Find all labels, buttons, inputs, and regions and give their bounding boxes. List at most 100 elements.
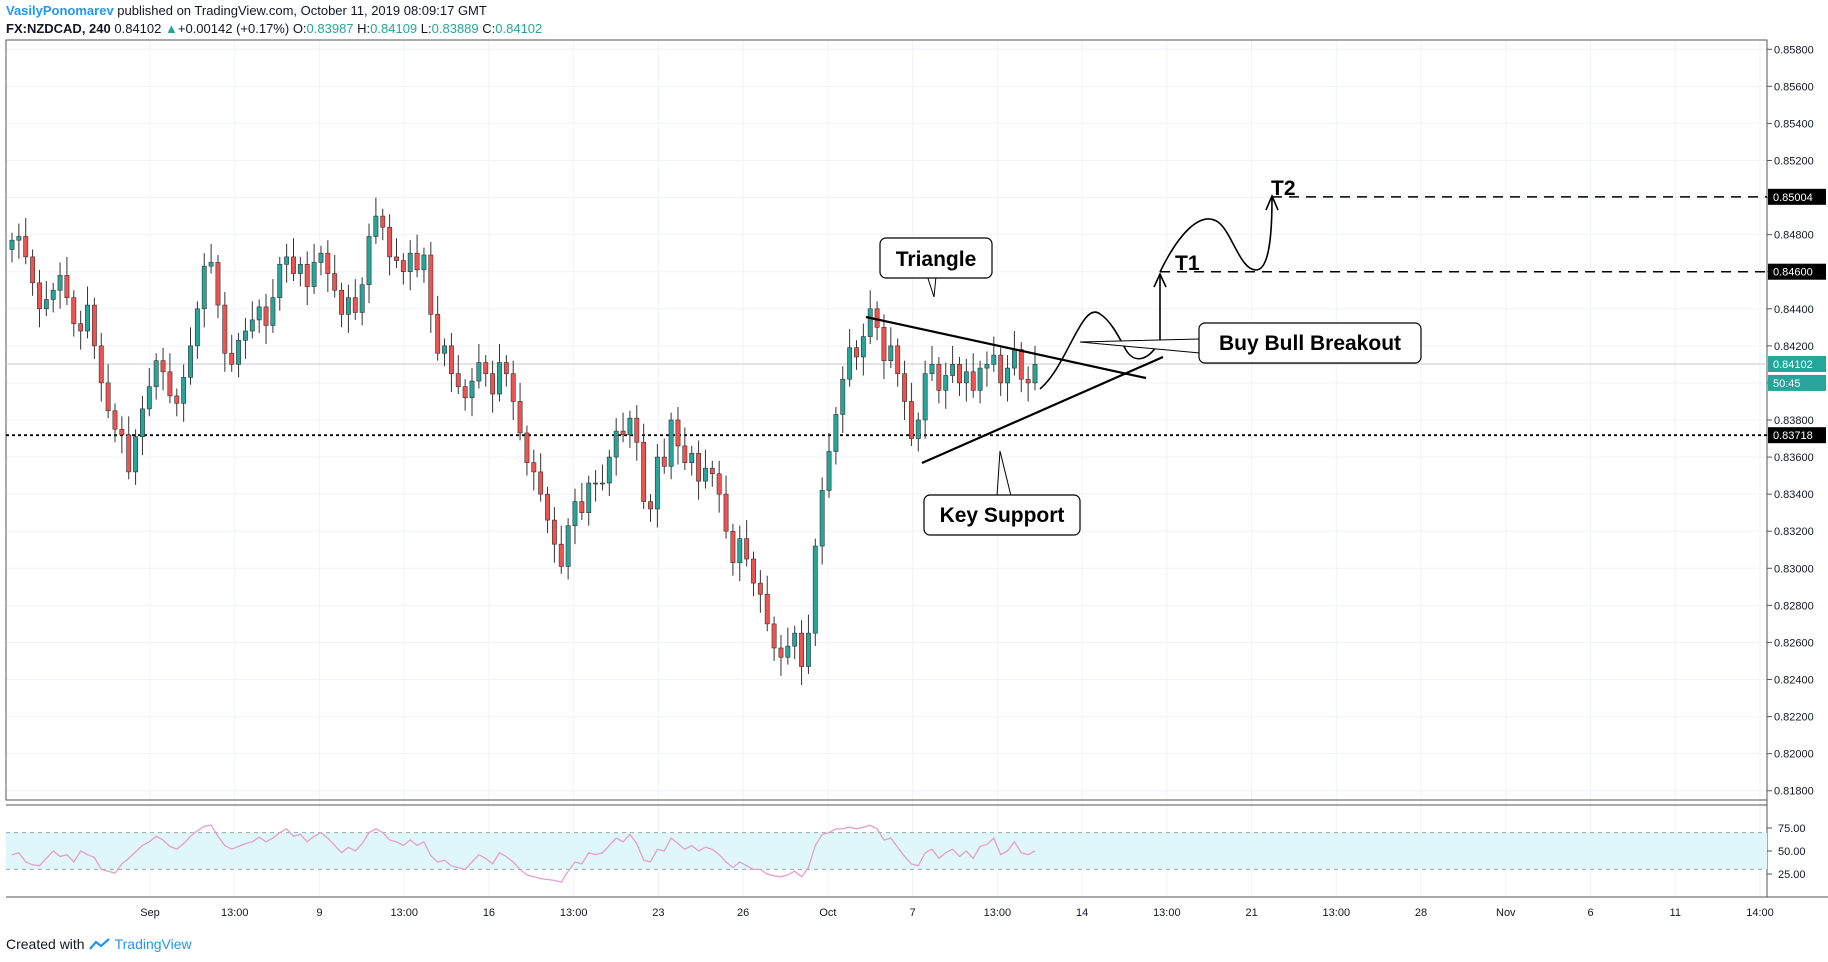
candle-body bbox=[682, 445, 688, 463]
candle-body bbox=[881, 327, 887, 361]
rsi-axis[interactable]: 75.00 50.00 25.00 bbox=[1767, 823, 1806, 881]
candle-body bbox=[696, 453, 702, 482]
candle-body bbox=[16, 236, 22, 241]
candle-body bbox=[792, 632, 798, 647]
price-tick-label: 0.85600 bbox=[1774, 81, 1814, 93]
candle-body bbox=[943, 375, 949, 391]
candle-body bbox=[133, 436, 139, 473]
t1-label: T1 bbox=[1175, 252, 1200, 275]
candle-body bbox=[249, 319, 255, 332]
candle-body bbox=[606, 456, 612, 484]
candle-body bbox=[689, 453, 695, 463]
close-value: 0.84102 bbox=[495, 21, 543, 36]
last-price: 0.84102 bbox=[114, 21, 162, 36]
candle-body bbox=[387, 226, 393, 258]
candle-body bbox=[339, 289, 344, 315]
time-tick-label: 13:00 bbox=[560, 907, 588, 919]
candle-body bbox=[30, 256, 36, 284]
candle-body bbox=[902, 373, 907, 402]
price-axis-label-box bbox=[1768, 427, 1826, 444]
author-link[interactable]: VasilyPonomarev bbox=[6, 3, 114, 18]
candle-body bbox=[270, 297, 276, 326]
time-tick-label: Oct bbox=[819, 907, 836, 919]
candle-body bbox=[524, 432, 530, 463]
candle-body bbox=[318, 252, 324, 263]
support-callout[interactable] bbox=[923, 494, 1081, 536]
chart-area[interactable]: Triangle Buy Bull Breakout Key Support T… bbox=[0, 0, 1828, 930]
candle-body bbox=[860, 336, 866, 358]
low-label: L: bbox=[420, 21, 432, 36]
candle-body bbox=[558, 543, 564, 567]
candle-body bbox=[236, 339, 241, 365]
candle-body bbox=[895, 345, 901, 374]
price-tick-label: 0.83400 bbox=[1774, 489, 1814, 501]
candle-body bbox=[531, 462, 537, 473]
candle-body bbox=[641, 441, 647, 502]
support-callout-pointer bbox=[996, 450, 1012, 497]
price-axis-label: 0.83718 bbox=[1773, 430, 1813, 442]
high-label: H: bbox=[357, 21, 371, 36]
close-label: C: bbox=[482, 21, 496, 36]
price-tick-label: 0.85200 bbox=[1774, 155, 1814, 167]
candle-body bbox=[325, 252, 331, 274]
candle-body bbox=[751, 558, 756, 584]
time-axis[interactable]: Sep 13:00 9 13:00 16 13:00 23 26 Oct 7 13:00 14 13:0… bbox=[140, 907, 1774, 919]
rsi-levels bbox=[6, 832, 1767, 870]
time-tick-label: Nov bbox=[1496, 907, 1516, 919]
candle-body bbox=[970, 371, 976, 391]
candle-body bbox=[963, 371, 969, 384]
candle-body bbox=[421, 254, 427, 271]
projection-arrow-2-icon bbox=[1265, 193, 1279, 211]
price-tick-label: 0.84800 bbox=[1774, 230, 1814, 242]
rsi-line bbox=[11, 824, 1036, 884]
time-tick-label: 9 bbox=[316, 907, 322, 919]
candle-body bbox=[977, 367, 983, 391]
candle-body bbox=[71, 297, 77, 324]
candle-body bbox=[565, 525, 571, 567]
buy-callout[interactable] bbox=[1198, 322, 1422, 364]
tradingview-logo-icon bbox=[88, 938, 110, 950]
candle-body bbox=[579, 501, 585, 513]
candle-body bbox=[284, 256, 290, 265]
candle-body bbox=[1018, 349, 1024, 380]
tradingview-brand-link[interactable]: TradingView bbox=[114, 936, 192, 952]
open-label: O: bbox=[292, 21, 307, 36]
price-axis[interactable]: 0.858000.856000.854000.852000.850000.848… bbox=[1767, 44, 1814, 798]
candle-body bbox=[998, 354, 1004, 384]
candle-body bbox=[538, 471, 544, 495]
time-tick-label: 13:00 bbox=[1323, 907, 1351, 919]
candle-body bbox=[188, 345, 193, 378]
candle-body bbox=[716, 473, 722, 495]
candle-body bbox=[291, 256, 296, 274]
candle-body bbox=[510, 373, 516, 402]
projection-path-1 bbox=[1039, 276, 1161, 390]
candle-body bbox=[867, 308, 873, 337]
candle-body bbox=[744, 538, 750, 560]
candle-body bbox=[854, 347, 859, 358]
publish-header: VasilyPonomarev published on TradingView… bbox=[6, 3, 487, 18]
candle-body bbox=[105, 382, 111, 412]
candle-body bbox=[43, 299, 49, 310]
candle-body bbox=[922, 373, 928, 421]
price-tick-label: 0.82000 bbox=[1774, 749, 1814, 761]
candle-body bbox=[833, 414, 839, 452]
price-tick-label: 0.84200 bbox=[1774, 341, 1814, 353]
candle-body bbox=[593, 482, 599, 485]
triangle-callout[interactable] bbox=[879, 237, 993, 279]
time-tick-label: Sep bbox=[140, 907, 160, 919]
symbol-label[interactable]: FX:NZDCAD, 240 bbox=[6, 21, 111, 36]
price-tick-label: 0.83800 bbox=[1774, 415, 1814, 427]
triangle-upper-line bbox=[865, 315, 1147, 380]
candle-body bbox=[483, 362, 489, 374]
candle-body bbox=[50, 289, 56, 300]
candle-body bbox=[737, 538, 743, 564]
candle-body bbox=[112, 410, 118, 430]
time-tick-label: 28 bbox=[1415, 907, 1427, 919]
candle-body bbox=[174, 395, 180, 404]
candle-body bbox=[764, 593, 770, 625]
candle-body bbox=[345, 297, 351, 315]
candle-body bbox=[222, 304, 228, 354]
candle-body bbox=[64, 275, 70, 298]
triangle-lower-line bbox=[921, 355, 1164, 465]
candle-body bbox=[709, 467, 715, 475]
